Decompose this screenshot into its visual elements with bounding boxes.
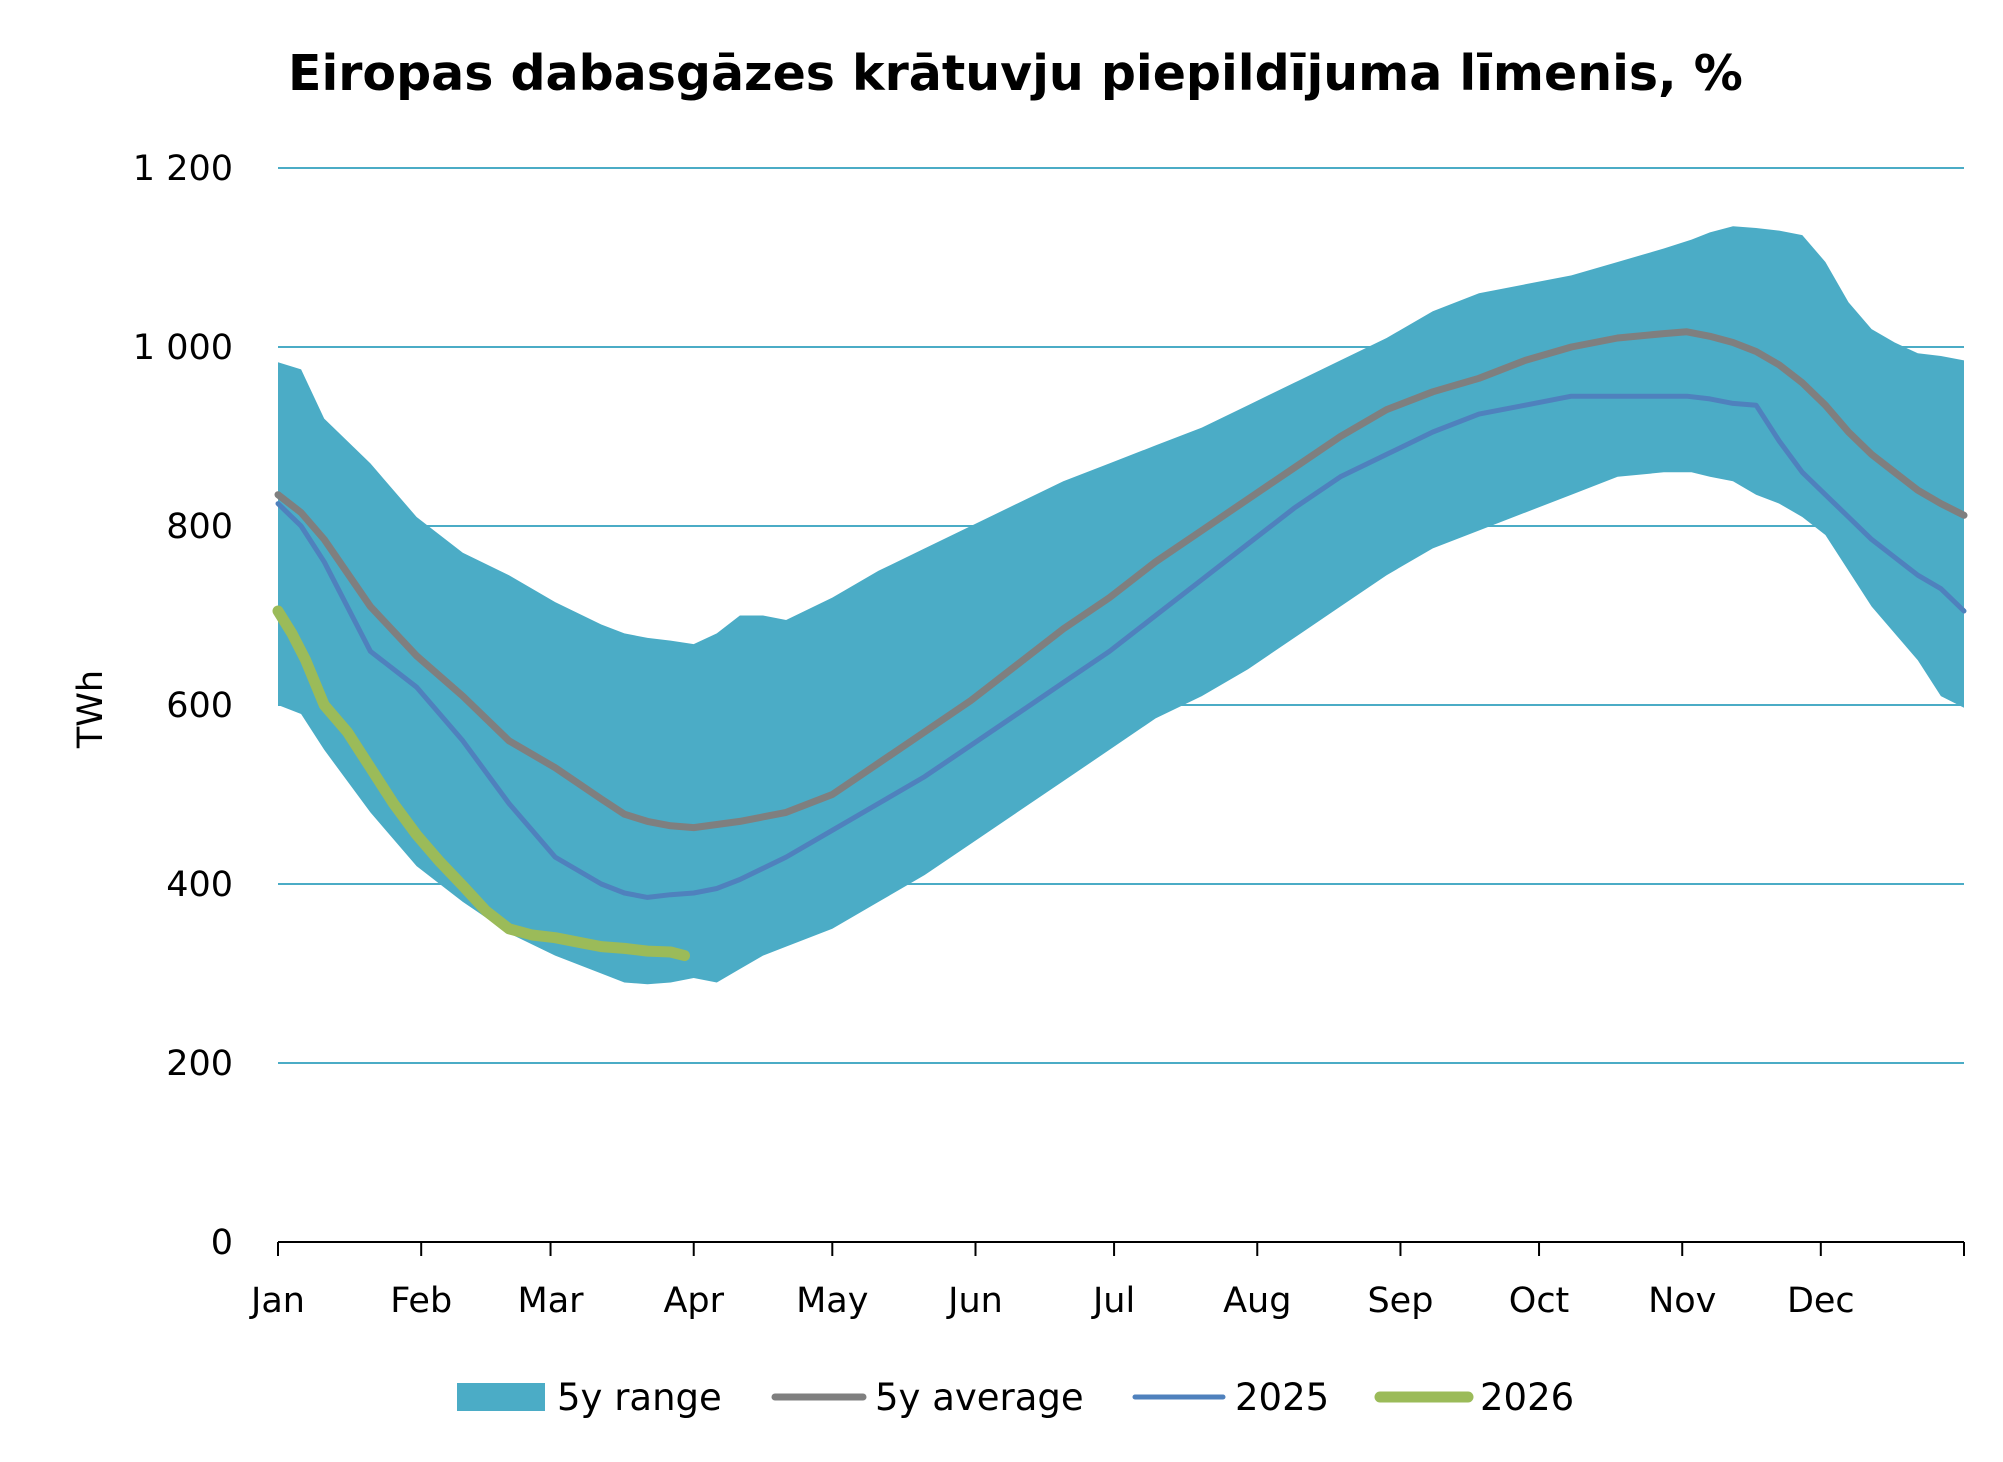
y-tick-label: 200 — [166, 1044, 233, 1084]
legend-swatch-range — [457, 1383, 545, 1411]
average-line — [274, 328, 1968, 832]
y-tick-label: 1 200 — [133, 149, 233, 189]
x-tick-label: Mar — [518, 1281, 585, 1321]
y-tick-label: 1 000 — [133, 328, 233, 368]
chart-title: Eiropas dabasgāzes krātuvju piepildījuma… — [288, 45, 1743, 102]
x-tick-label: Oct — [1509, 1281, 1570, 1321]
x-tick-label: Sep — [1367, 1281, 1433, 1321]
x-tick-label: Dec — [1787, 1281, 1855, 1321]
legend-label-average: 5y average — [875, 1376, 1084, 1419]
x-tick-label: Jan — [249, 1281, 305, 1321]
series-2026-line — [272, 605, 690, 962]
y-tick-label: 0 — [211, 1223, 233, 1263]
x-tick-label: Aug — [1223, 1281, 1291, 1321]
x-tick-label: Apr — [663, 1281, 724, 1321]
x-tick-label: Jun — [946, 1281, 1003, 1321]
y-axis-label: TWh — [71, 670, 111, 749]
y-axis-ticks: 0 200 400 600 800 1 000 1 200 — [133, 149, 233, 1263]
x-axis-ticks: Jan Feb Mar Apr May Jun Jul Aug Sep Oct Nov Dec — [249, 1281, 1855, 1321]
series-2025-line — [275, 393, 1967, 900]
legend: 5y range 5y average 2025 2026 — [457, 1376, 1574, 1419]
range-band — [278, 226, 1964, 985]
y-tick-label: 600 — [166, 686, 233, 726]
x-tick-label: May — [796, 1281, 868, 1321]
x-tick-label: Nov — [1648, 1281, 1716, 1321]
series-lines — [272, 328, 1968, 962]
y-tick-label: 400 — [166, 865, 233, 905]
range-band-area — [278, 226, 1964, 985]
x-tick-label: Feb — [390, 1281, 452, 1321]
x-tick-label: Jul — [1091, 1281, 1135, 1321]
legend-label-y2026: 2026 — [1480, 1376, 1574, 1419]
legend-label-y2025: 2025 — [1235, 1376, 1329, 1419]
legend-label-range: 5y range — [557, 1376, 722, 1419]
x-axis — [277, 1241, 1965, 1256]
y-tick-label: 800 — [166, 507, 233, 547]
